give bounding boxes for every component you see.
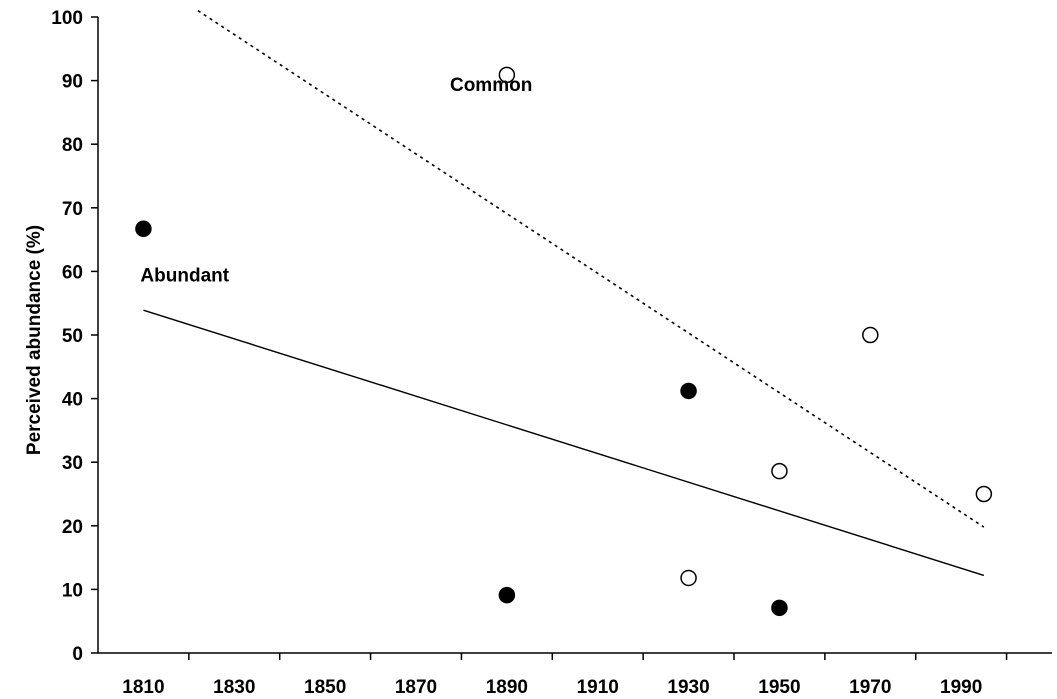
x-tick-label: 1850 xyxy=(304,677,346,698)
data-points xyxy=(135,66,993,617)
x-tick-label: 1810 xyxy=(122,677,164,698)
open-data-point xyxy=(862,326,879,344)
tick-labels: 0 10 20 30 40 50 60 70 80 90 100 1810 1830 1850 1870 18… xyxy=(51,8,982,698)
x-tick-label: 1930 xyxy=(667,677,709,698)
y-tick-label: 10 xyxy=(62,580,83,601)
x-tick-label: 1890 xyxy=(486,677,528,698)
y-tick-label: 80 xyxy=(62,135,83,156)
y-tick-label: 50 xyxy=(62,326,83,347)
x-tick-label: 1910 xyxy=(577,677,619,698)
y-tick-label: 90 xyxy=(62,72,83,93)
annotation-common: Common xyxy=(450,75,532,96)
trendline-common xyxy=(197,9,985,528)
x-tick-label: 1950 xyxy=(758,677,800,698)
open-data-point xyxy=(498,66,516,84)
y-tick-label: 60 xyxy=(62,262,83,283)
y-axis-title: Perceived abundance (%) xyxy=(24,225,45,455)
axes xyxy=(91,16,1052,660)
annotation-abundant: Abundant xyxy=(140,266,229,287)
open-data-point xyxy=(680,569,697,587)
y-tick-label: 30 xyxy=(62,453,83,474)
filled-data-point xyxy=(771,599,788,617)
trendlines xyxy=(143,9,985,577)
filled-data-point xyxy=(680,382,697,400)
open-data-point xyxy=(771,462,788,480)
y-tick-label: 0 xyxy=(72,644,83,665)
y-tick-label: 40 xyxy=(62,390,83,411)
x-tick-label: 1990 xyxy=(940,677,982,698)
filled-data-point xyxy=(498,586,516,604)
x-tick-label: 1830 xyxy=(213,677,255,698)
y-tick-label: 100 xyxy=(51,8,83,29)
y-tick-label: 70 xyxy=(62,199,83,220)
filled-data-point xyxy=(135,220,152,238)
x-tick-label: 1870 xyxy=(395,677,437,698)
y-tick-label: 20 xyxy=(62,517,83,538)
x-tick-label: 1970 xyxy=(849,677,891,698)
open-data-point xyxy=(975,485,993,503)
trendline-abundant xyxy=(143,309,985,577)
